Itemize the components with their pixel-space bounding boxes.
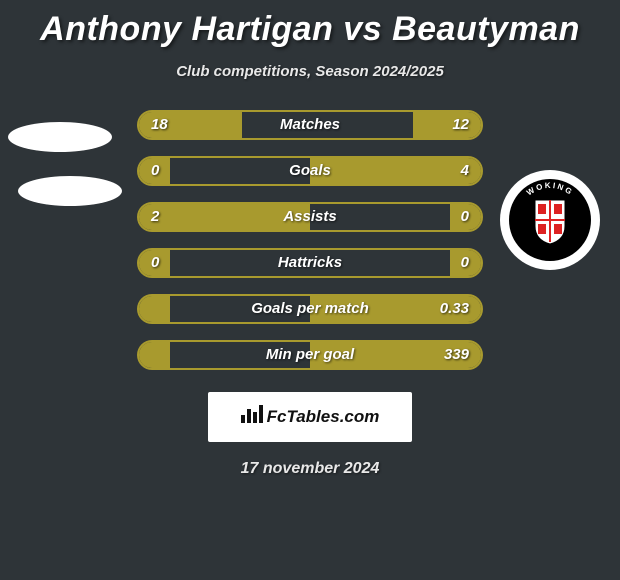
player-badge-placeholder-2 xyxy=(18,176,122,206)
fctables-logo: FcTables.com xyxy=(208,392,412,442)
stat-row: Assists2 0 xyxy=(137,202,483,232)
stat-value-right: 0.33 xyxy=(440,296,469,322)
player-badge-placeholder-1 xyxy=(8,122,112,152)
stat-label: Goals xyxy=(139,158,481,184)
crest-quad-3 xyxy=(538,224,546,234)
stat-value-right: 4 xyxy=(461,158,469,184)
crest-quad-2 xyxy=(554,204,562,214)
stat-label: Hattricks xyxy=(139,250,481,276)
stat-value-right: 0 xyxy=(461,250,469,276)
stat-value-right: 0 xyxy=(461,204,469,230)
stat-value-left: 0 xyxy=(151,250,159,276)
stat-row: Matches18 12 xyxy=(137,110,483,140)
fctables-text: FcTables.com xyxy=(267,407,380,427)
bars-icon xyxy=(241,405,263,429)
stat-value-right: 12 xyxy=(452,112,469,138)
page-title: Anthony Hartigan vs Beautyman xyxy=(0,0,620,49)
stat-row: Goals0 4 xyxy=(137,156,483,186)
stat-label: Min per goal xyxy=(139,342,481,368)
stat-value-left: 2 xyxy=(151,204,159,230)
crest-quad-1 xyxy=(538,204,546,214)
stat-value-left: 0 xyxy=(151,158,159,184)
stat-value-right: 339 xyxy=(444,342,469,368)
crest-quad-4 xyxy=(554,224,562,234)
stat-label: Matches xyxy=(139,112,481,138)
stat-label: Goals per match xyxy=(139,296,481,322)
page-subtitle: Club competitions, Season 2024/2025 xyxy=(0,63,620,80)
stat-row: Min per goal339 xyxy=(137,340,483,370)
stat-label: Assists xyxy=(139,204,481,230)
date-text: 17 november 2024 xyxy=(0,460,620,478)
club-crest: WOKING xyxy=(500,170,600,270)
stat-row: Goals per match0.33 xyxy=(137,294,483,324)
stat-value-left: 18 xyxy=(151,112,168,138)
stat-row: Hattricks0 0 xyxy=(137,248,483,278)
